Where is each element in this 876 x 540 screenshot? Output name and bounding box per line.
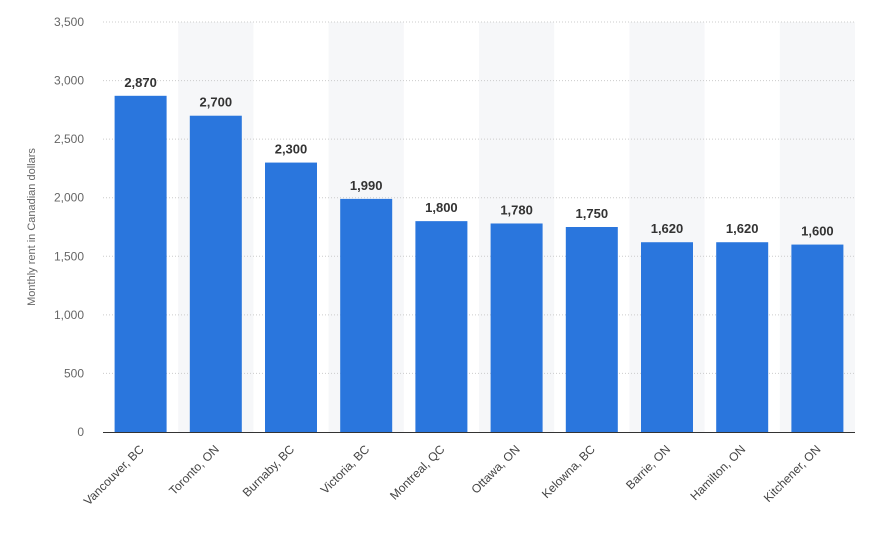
bar (265, 162, 317, 433)
x-category-label: Kelowna, BC (539, 442, 598, 501)
bar-value-label: 1,750 (576, 206, 609, 221)
bar-value-label: 2,870 (124, 75, 157, 90)
x-category-label: Vancouver, BC (81, 442, 147, 508)
bar (641, 242, 693, 432)
x-category-label: Burnaby, BC (240, 442, 298, 500)
y-axis-ticks: 0 500 1,000 1,500 2,000 2,500 3,000 3,500 (54, 15, 84, 439)
bar (716, 242, 769, 432)
bar (189, 115, 242, 432)
bar (114, 95, 167, 433)
bar-value-label: 1,800 (425, 200, 458, 215)
y-tick-label: 3,000 (54, 74, 84, 88)
bar-value-label: 1,780 (500, 202, 533, 217)
bar-value-label: 2,700 (200, 95, 233, 110)
x-category-label: Barrie, ON (623, 442, 673, 492)
bar (791, 244, 844, 432)
x-category-label: Toronto, ON (166, 442, 222, 498)
y-tick-label: 1,500 (54, 249, 84, 263)
bar (340, 198, 393, 432)
y-tick-label: 500 (64, 366, 84, 380)
value-labels: 2,870 2,700 2,300 1,990 1,800 1,780 1,750 1,620… (124, 75, 833, 239)
y-tick-label: 2,000 (54, 191, 84, 205)
y-axis-title: Monthly rent in Canadian dollars (26, 148, 38, 306)
y-tick-label: 0 (77, 425, 84, 439)
bar (415, 221, 468, 432)
bars (114, 95, 844, 433)
x-category-label: Victoria, BC (318, 442, 373, 497)
x-category-label: Ottawa, ON (468, 442, 522, 496)
x-category-label: Kitchener, ON (761, 442, 824, 505)
bar (565, 227, 618, 432)
y-tick-label: 2,500 (54, 132, 84, 146)
bar-value-label: 2,300 (275, 142, 308, 157)
bar-value-label: 1,620 (726, 221, 759, 236)
y-tick-label: 3,500 (54, 15, 84, 29)
x-category-label: Hamilton, ON (687, 442, 748, 503)
x-axis-labels: Vancouver, BC Toronto, ON Burnaby, BC Victo… (81, 442, 824, 508)
bar-value-label: 1,600 (801, 224, 834, 239)
bar (490, 223, 543, 432)
x-category-label: Montreal, QC (387, 442, 448, 503)
bar-value-label: 1,620 (651, 221, 684, 236)
bar-value-label: 1,990 (350, 178, 383, 193)
y-tick-label: 1,000 (54, 308, 84, 322)
